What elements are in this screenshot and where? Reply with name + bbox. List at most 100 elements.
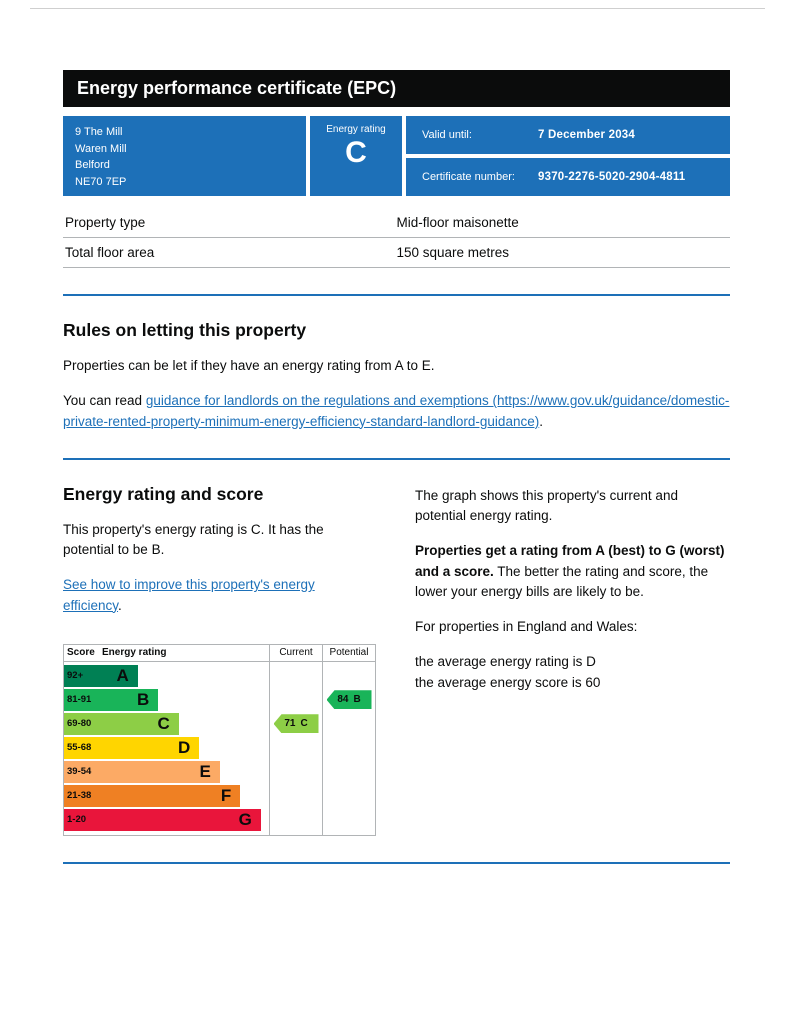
marker-slot xyxy=(270,808,322,832)
document-content: Energy performance certificate (EPC) 9 T… xyxy=(63,70,730,864)
england-wales-paragraph: For properties in England and Wales: xyxy=(415,619,638,634)
averages-paragraph: the average energy rating is D the averag… xyxy=(415,652,730,693)
epc-band-c: 69-80 C xyxy=(64,712,179,735)
band-score: 55-68 xyxy=(67,742,92,754)
marker-slot xyxy=(323,712,375,736)
rating-scale-rest: The better the rating and score, the low… xyxy=(415,563,709,599)
epc-band-row: 55-68 D xyxy=(64,736,269,760)
valid-until-box: Valid until: 7 December 2034 xyxy=(406,116,730,154)
band-letter: C xyxy=(157,713,170,733)
band-letter: F xyxy=(220,785,232,805)
epc-band-e: 39-54 E xyxy=(64,760,220,783)
summary-panel: 9 The Mill Waren Mill Belford NE70 7EP E… xyxy=(63,116,730,196)
epc-current-col: 71 C xyxy=(269,661,322,835)
average-rating-line: the average energy rating is D xyxy=(415,654,596,670)
band-score: 39-54 xyxy=(67,766,92,778)
marker-slot xyxy=(323,808,375,832)
section-divider xyxy=(63,294,730,296)
rating-scale-paragraph: Properties get a rating from A (best) to… xyxy=(415,541,730,602)
property-type-label: Property type xyxy=(65,215,146,230)
marker-slot xyxy=(323,664,375,688)
page-top-border xyxy=(30,8,765,9)
certificate-number-label: Certificate number: xyxy=(422,171,515,183)
rating-summary-paragraph: This property's energy rating is C. It h… xyxy=(63,521,324,557)
epc-rating-chart: Score Energy rating Current Potential 92… xyxy=(63,643,376,836)
address-line-1: 9 The Mill xyxy=(75,126,123,138)
energy-rating-letter: C xyxy=(345,136,367,169)
certificate-number-box: Certificate number: 9370-2276-5020-2904-… xyxy=(406,158,730,196)
certificate-number-value: 9370-2276-5020-2904-4811 xyxy=(538,171,686,183)
marker-slot xyxy=(323,784,375,808)
current-column-header: Current xyxy=(269,644,322,661)
band-score: 21-38 xyxy=(67,790,92,802)
band-score: 81-91 xyxy=(67,694,92,706)
floor-area-value: 150 square metres xyxy=(396,245,510,260)
band-letter: D xyxy=(178,737,191,757)
marker-slot: 71 C xyxy=(270,712,322,736)
band-letter: B xyxy=(137,689,150,709)
marker-slot xyxy=(270,688,322,712)
improve-efficiency-link[interactable]: See how to improve this property's energ… xyxy=(63,577,315,613)
property-details-table: Property type Mid-floor maisonette Total… xyxy=(63,208,730,268)
guidance-text-prefix: You can read xyxy=(63,393,146,409)
document-title: Energy performance certificate (EPC) xyxy=(77,78,397,98)
energy-rating-section: Energy rating and score This property's … xyxy=(63,460,730,836)
band-letter: E xyxy=(199,761,211,781)
document-header: Energy performance certificate (EPC) xyxy=(63,70,730,107)
landlord-guidance-link[interactable]: guidance for landlords on the regulation… xyxy=(63,393,730,429)
energy-rating-box: Energy rating C xyxy=(310,116,402,196)
epc-band-row: 39-54 E xyxy=(64,760,269,784)
epc-potential-col: 84 B xyxy=(322,661,375,835)
average-score-line: the average energy score is 60 xyxy=(415,674,601,690)
marker-slot xyxy=(270,784,322,808)
marker-slot: 84 B xyxy=(323,688,375,712)
address-line-4: NE70 7EP xyxy=(75,175,127,188)
chart-header-band-columns: Score Energy rating xyxy=(64,647,269,658)
band-letter: G xyxy=(238,809,252,829)
energy-rating-label: Energy rating xyxy=(326,124,386,135)
epc-band-b: 81-91 B xyxy=(64,688,159,711)
score-column-header: Score xyxy=(67,647,95,659)
property-type-value: Mid-floor maisonette xyxy=(396,215,519,230)
epc-band-f: 21-38 F xyxy=(64,784,241,807)
rating-scale-bold: Properties get a rating from A (best) to… xyxy=(415,543,725,579)
epc-band-row: 21-38 F xyxy=(64,784,269,808)
marker-slot xyxy=(270,736,322,760)
marker-slot xyxy=(270,760,322,784)
letting-rules-heading: Rules on letting this property xyxy=(63,320,307,340)
rating-score-heading: Energy rating and score xyxy=(63,483,264,504)
potential-column-header: Potential xyxy=(322,644,375,661)
band-score: 1-20 xyxy=(67,814,87,826)
chart-header-row: Score Energy rating Current Potential xyxy=(64,644,375,662)
epc-band-row: 92+ A xyxy=(64,664,269,688)
address-line-2: Waren Mill xyxy=(75,142,127,155)
rating-explanation-column: The graph shows this property's current … xyxy=(415,460,730,836)
address-line-3: Belford xyxy=(75,159,110,171)
valid-until-value: 7 December 2034 xyxy=(538,129,635,141)
energy-rating-column-header: Energy rating xyxy=(102,647,167,659)
valid-until-label: Valid until: xyxy=(422,129,472,141)
graph-explanation-paragraph: The graph shows this property's current … xyxy=(415,487,678,523)
table-row: Property type Mid-floor maisonette xyxy=(63,208,730,238)
table-row: Total floor area 150 square metres xyxy=(63,238,730,268)
certificate-info-boxes: Valid until: 7 December 2034 Certificate… xyxy=(406,116,730,196)
section-divider xyxy=(63,861,730,864)
epc-band-row: 81-91 B xyxy=(64,688,269,712)
epc-band-d: 55-68 D xyxy=(64,736,200,759)
section-divider xyxy=(63,457,730,460)
epc-band-a: 92+ A xyxy=(64,664,138,687)
marker-slot xyxy=(323,760,375,784)
current-rating-marker: 71 C xyxy=(273,714,319,734)
rating-score-column: Energy rating and score This property's … xyxy=(63,460,415,836)
marker-slot xyxy=(270,664,322,688)
band-score: 92+ xyxy=(67,670,84,682)
epc-band-g: 1-20 G xyxy=(64,808,261,831)
epc-band-row: 69-80 C xyxy=(64,712,269,736)
chart-body: 92+ A 81-91 B 69-80 C 55-68 D 39-54 E 21-38 F 1-20 G … xyxy=(64,661,375,835)
improve-link-suffix: . xyxy=(118,597,122,613)
epc-band-row: 1-20 G xyxy=(64,808,269,832)
landlord-guidance-paragraph: You can read guidance for landlords on t… xyxy=(63,391,730,432)
floor-area-label: Total floor area xyxy=(65,245,155,260)
band-letter: A xyxy=(116,665,129,685)
